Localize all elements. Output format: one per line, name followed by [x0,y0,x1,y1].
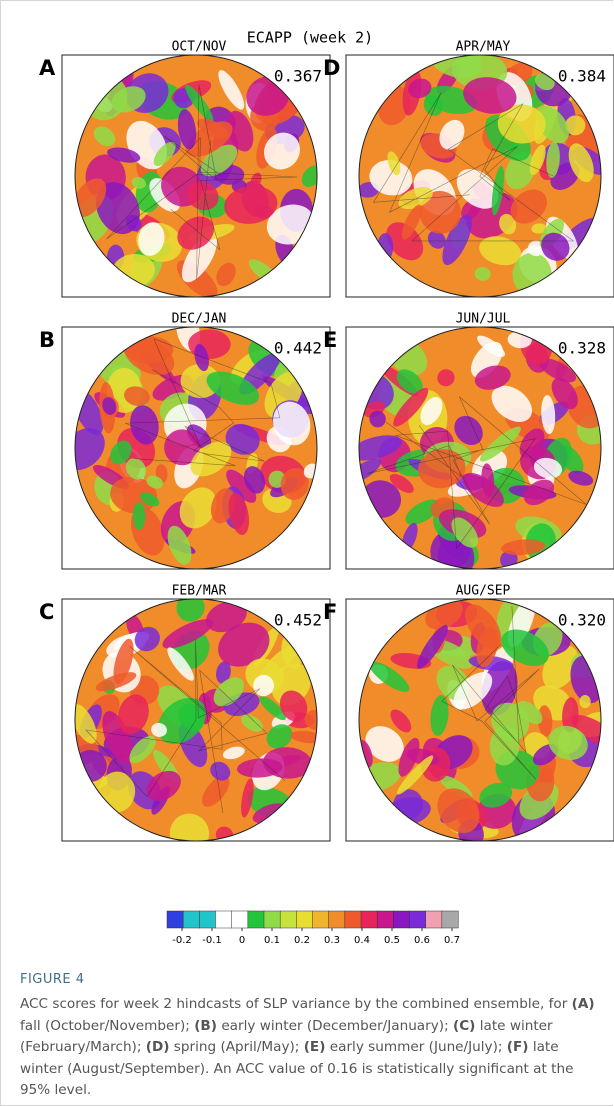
colorbar-tick-label: 0 [239,935,245,946]
caption-ref: (B) [194,1018,217,1034]
panel-letter: A [39,56,56,80]
colorbar-bin [442,911,458,928]
panel-season: FEB/MAR [172,584,227,599]
panel-score: 0.384 [558,67,606,86]
colorbar-bin [296,911,312,928]
colorbar-tick-label: 0.3 [324,935,340,946]
caption-ref: (E) [304,1039,326,1055]
colorbar-bin [393,911,409,928]
colorbar-bin [280,911,296,928]
panel-letter: F [323,600,337,624]
colorbar-bin [329,911,345,928]
colorbar-tick-label: -0.1 [202,935,222,946]
colorbar-bin [232,911,248,928]
colorbar-bin [426,911,442,928]
page: ECAPP (week 2) A OCT/NOV 0.367 B DEC/JAN 0.44… [0,0,614,1106]
panel-season: OCT/NOV [172,40,227,55]
panel-season: AUG/SEP [456,584,511,599]
colorbar-tick-label: 0.2 [294,935,310,946]
figure-title: ECAPP (week 2) [247,29,373,47]
caption-ref: (A) [572,996,595,1012]
caption-text: early summer (June/July); [325,1039,506,1055]
panel-score: 0.452 [274,611,322,630]
caption-text: fall (October/November); [20,1018,194,1034]
caption-text: spring (April/May); [169,1039,303,1055]
colorbar-tick-label: 0.5 [384,935,400,946]
colorbar-tick-label: 0.6 [414,935,430,946]
panel-letter: D [323,56,340,80]
colorbar-tick-label: 0.7 [444,935,460,946]
colorbar-bin [361,911,377,928]
colorbar-tick-label: 0.1 [264,935,280,946]
caption-ref: (F) [507,1039,529,1055]
colorbar-bin [248,911,264,928]
figure: ECAPP (week 2) A OCT/NOV 0.367 B DEC/JAN 0.44… [0,0,614,960]
panel-letter: B [39,328,55,352]
colorbar-bin [377,911,393,928]
colorbar-bin [410,911,426,928]
panel-letter: E [323,328,337,352]
panel-season: DEC/JAN [172,312,227,327]
colorbar-bin [199,911,215,928]
colorbar-bin [345,911,361,928]
caption-text: early winter (December/January); [217,1018,453,1034]
colorbar-tick-label: 0.4 [354,935,370,946]
caption-label: FIGURE 4 [20,972,85,987]
panel-season: APR/MAY [456,40,511,55]
caption-ref: (C) [453,1018,475,1034]
caption-text: ACC scores for week 2 hindcasts of SLP v… [20,996,572,1012]
caption-ref: (D) [146,1039,170,1055]
colorbar-tick-label: -0.2 [172,935,192,946]
panel-score: 0.442 [274,339,322,358]
colorbar-bin [313,911,329,928]
colorbar-bin [183,911,199,928]
panel-score: 0.320 [558,611,606,630]
colorbar-bin [216,911,232,928]
panel-score: 0.328 [558,339,606,358]
colorbar-bin [167,911,183,928]
caption: ACC scores for week 2 hindcasts of SLP v… [20,994,600,1102]
panel-season: JUN/JUL [456,312,511,327]
panel-letter: C [39,600,54,624]
colorbar-bin [264,911,280,928]
panel-score: 0.367 [274,67,322,86]
